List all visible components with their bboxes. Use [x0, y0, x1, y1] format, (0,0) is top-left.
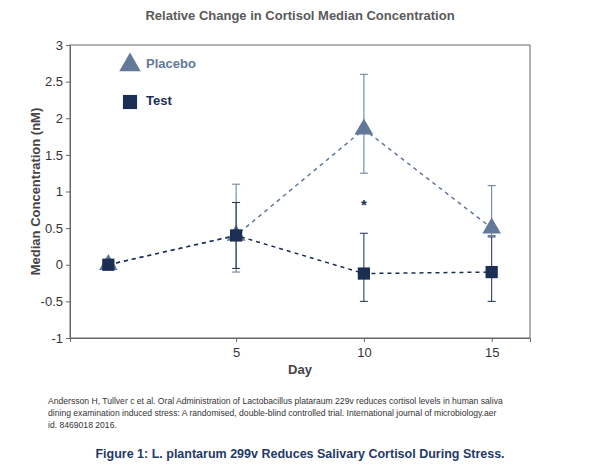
- error-bar-stem: [236, 184, 237, 272]
- annotation: *: [361, 196, 367, 213]
- marker: [486, 266, 498, 278]
- marker: [482, 217, 501, 233]
- error-bar-cap: [232, 202, 240, 203]
- error-bar-cap: [488, 236, 496, 237]
- error-bar-cap: [232, 268, 240, 269]
- y-tick-label: 3: [56, 38, 63, 53]
- error-bar-cap: [360, 301, 368, 302]
- y-tick-mark: [66, 301, 70, 302]
- error-bar-cap: [488, 185, 496, 186]
- error-bar-cap: [232, 184, 240, 185]
- y-tick: 0: [56, 257, 70, 272]
- y-axis: -1 -0.5 0 0.5 1 1.5 2 2.5 3: [41, 38, 71, 346]
- title: Relative Change in Cortisol Median Conce…: [145, 8, 454, 23]
- y-tick-label: 2: [56, 111, 63, 126]
- y-tick-mark: [66, 228, 70, 229]
- x-tick-label: 10: [357, 345, 371, 360]
- marker: [230, 229, 242, 241]
- error-bar-cap: [360, 74, 368, 75]
- x-axis-title: Day: [288, 362, 313, 377]
- x-tick: 10: [357, 338, 371, 360]
- y-tick: 2.5: [45, 74, 70, 89]
- y-tick: -1: [51, 331, 70, 346]
- legend-marker: [123, 95, 137, 109]
- y-tick-label: 0.5: [45, 221, 63, 236]
- x-tick: 15: [485, 338, 499, 360]
- marker: [358, 267, 370, 279]
- y-tick-label: 1: [56, 184, 63, 199]
- y-tick-label: 2.5: [45, 74, 63, 89]
- x-axis-line: [71, 339, 531, 343]
- source-text: Andersson H, Tullver c et al. Oral Admin…: [48, 396, 503, 406]
- y-tick-mark: [66, 45, 70, 46]
- legend-label: Test: [146, 93, 172, 108]
- plot-frame: [70, 45, 530, 338]
- x-tick-label: 5: [233, 345, 240, 360]
- source-text: id. 8469018 2016.: [48, 420, 117, 430]
- y-axis-line: [66, 46, 71, 339]
- error-bar-cap: [360, 233, 368, 234]
- series-line: [108, 129, 491, 265]
- y-axis-title: Median Concentration (nM): [28, 108, 43, 276]
- series-1: [102, 202, 498, 301]
- error-bar-cap: [232, 272, 240, 273]
- x-axis: 5 10 15: [71, 338, 531, 360]
- x-tick-label: 15: [485, 345, 499, 360]
- error-bar-stem: [363, 233, 364, 301]
- x-tick-mark: [492, 338, 493, 342]
- x-tick: 5: [233, 338, 240, 360]
- source-text: dining examination induced stress: A ran…: [48, 408, 497, 418]
- chart: Relative Change in Cortisol Median Conce…: [0, 0, 600, 471]
- x-tick-mark: [364, 338, 365, 342]
- legend: Placebo Test: [119, 53, 196, 109]
- legend-marker: [119, 53, 140, 72]
- error-bar-cap: [488, 235, 496, 236]
- y-tick-mark: [66, 265, 70, 266]
- error-bar: [232, 184, 240, 272]
- y-tick-label: 0: [56, 257, 63, 272]
- y-tick: 3: [56, 38, 70, 53]
- caption: Figure 1: L. plantarum 299v Reduces Sali…: [95, 447, 504, 461]
- y-tick: 0.5: [45, 221, 70, 236]
- y-tick: -0.5: [41, 294, 70, 309]
- x-tick-mark: [236, 338, 237, 342]
- legend-item: Test: [123, 93, 173, 109]
- marker: [355, 118, 374, 134]
- y-tick: 2: [56, 111, 70, 126]
- series-0: [99, 74, 501, 272]
- y-tick-mark: [66, 155, 70, 156]
- y-tick-mark: [66, 338, 70, 339]
- series-line: [108, 235, 491, 273]
- marker: [102, 259, 114, 271]
- error-bar-cap: [360, 173, 368, 174]
- y-tick-label: 1.5: [45, 148, 63, 163]
- y-tick-label: -0.5: [41, 294, 63, 309]
- y-tick-label: -1: [51, 331, 63, 346]
- legend-item: Placebo: [119, 53, 196, 72]
- y-tick: 1: [56, 184, 70, 199]
- plot-area: [99, 74, 501, 301]
- error-bar-cap: [488, 301, 496, 302]
- legend-label: Placebo: [146, 56, 196, 71]
- marker: [99, 254, 118, 270]
- y-tick-mark: [66, 118, 70, 119]
- error-bar: [360, 233, 368, 301]
- y-tick: 1.5: [45, 148, 70, 163]
- y-tick-mark: [66, 192, 70, 193]
- y-tick-mark: [66, 82, 70, 83]
